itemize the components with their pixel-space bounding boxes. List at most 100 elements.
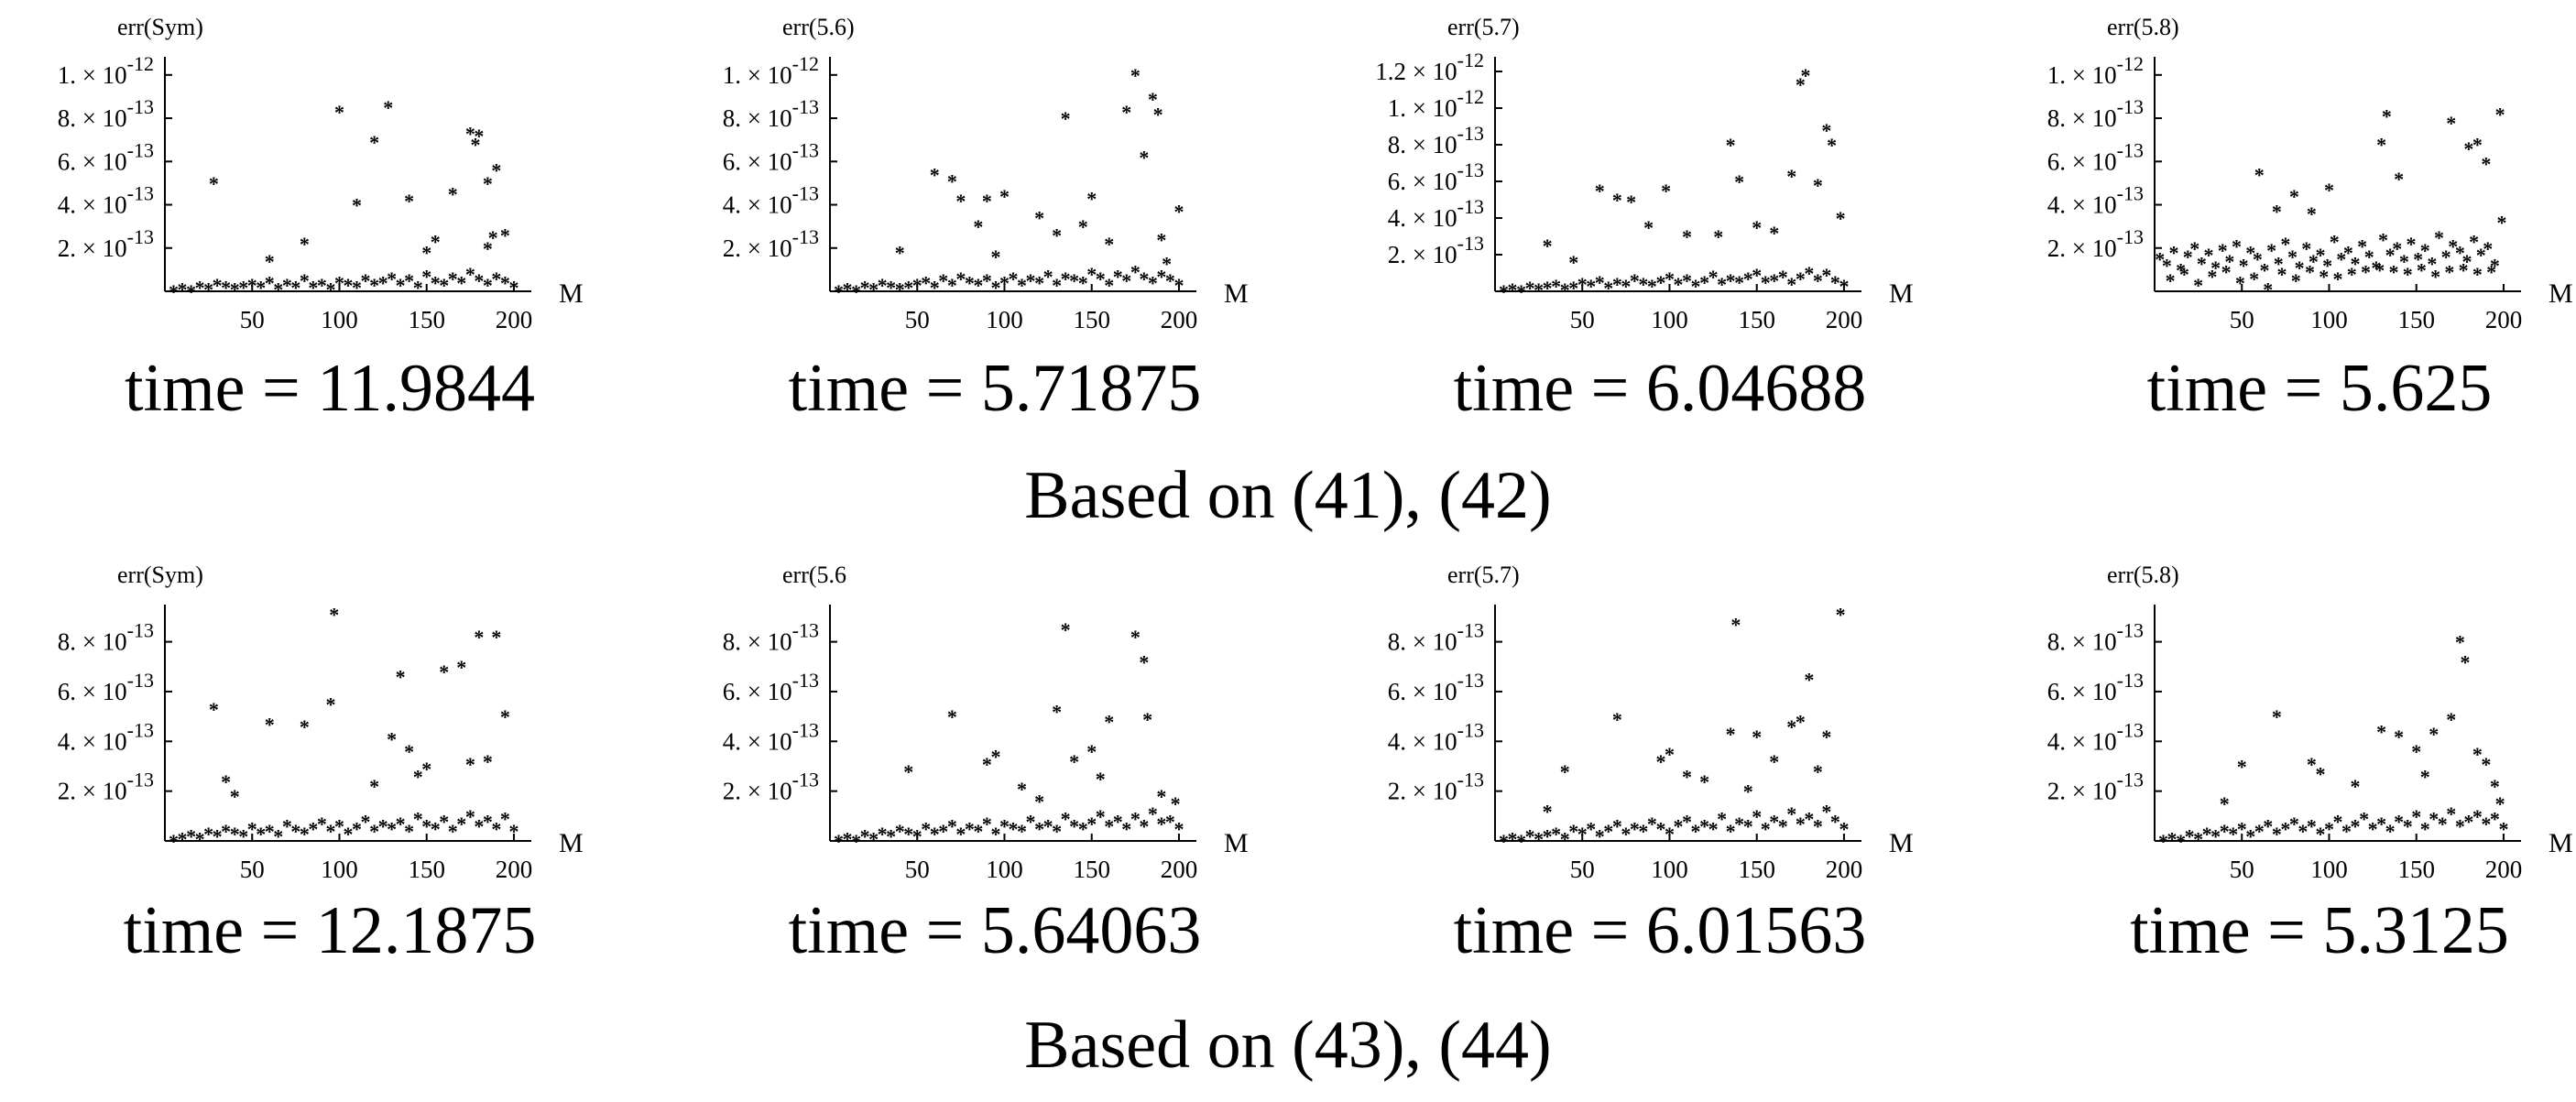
data-point: * xyxy=(2193,274,2203,297)
y-tick-label: 1. × 10-12 xyxy=(58,52,154,89)
data-point: * xyxy=(1121,269,1131,292)
data-point: * xyxy=(308,276,318,299)
data-point: * xyxy=(2461,650,2471,673)
data-point: * xyxy=(209,698,219,721)
x-tick-label: 200 xyxy=(1161,856,1198,883)
time-label: time = 5.71875 xyxy=(789,351,1202,426)
y-tick-exponent: -12 xyxy=(127,52,154,75)
x-tick-label: 100 xyxy=(321,856,358,883)
data-point: * xyxy=(912,274,922,297)
data-point: * xyxy=(2309,250,2319,273)
data-point: * xyxy=(2189,237,2199,260)
y-tick-times: × 10 xyxy=(1406,778,1457,805)
data-point: * xyxy=(290,820,300,843)
data-point: * xyxy=(1516,280,1526,303)
data-point: * xyxy=(404,820,414,843)
y-tick-label: 1.2 × 10-12 xyxy=(1375,49,1484,85)
data-point: * xyxy=(2403,815,2413,838)
data-point: * xyxy=(878,823,888,846)
data-point: * xyxy=(2307,202,2317,225)
data-point: * xyxy=(2254,820,2265,843)
y-tick-mantissa: 8. xyxy=(1388,131,1406,158)
data-point: * xyxy=(1026,269,1036,292)
y-tick-label: 4. × 10-13 xyxy=(58,718,154,755)
data-point: * xyxy=(1595,825,1605,848)
y-tick-mantissa: 4. xyxy=(723,727,741,755)
y-tick-times: × 10 xyxy=(76,628,127,656)
data-point: * xyxy=(1786,802,1796,825)
y-tick-times: × 10 xyxy=(1406,94,1457,122)
data-point: * xyxy=(2291,269,2301,292)
data-point: * xyxy=(868,827,879,850)
x-axis-label: M xyxy=(1889,278,1914,309)
data-point: * xyxy=(2388,261,2398,284)
y-tick-exponent: -13 xyxy=(1457,769,1484,791)
data-point: * xyxy=(1034,272,1044,295)
data-point: * xyxy=(2376,133,2386,156)
data-point: * xyxy=(1769,222,1779,245)
data-point: * xyxy=(1665,743,1675,766)
y-tick-exponent: -13 xyxy=(2117,669,2144,692)
data-point: * xyxy=(465,753,475,776)
data-point: * xyxy=(2315,244,2325,267)
y-tick-times: × 10 xyxy=(741,778,792,805)
data-point: * xyxy=(491,159,501,182)
data-point: * xyxy=(2210,825,2221,848)
y-tick-label: 2. × 10-13 xyxy=(1388,769,1484,805)
y-tick-exponent: -13 xyxy=(2117,225,2144,248)
data-point: * xyxy=(903,760,913,783)
x-axis-label: M xyxy=(559,278,584,309)
x-tick-label: 50 xyxy=(1570,856,1595,883)
data-point: * xyxy=(1621,275,1631,298)
data-point: * xyxy=(282,815,292,838)
data-point: * xyxy=(1017,274,1027,297)
y-tick-mantissa: 6. xyxy=(1388,678,1406,705)
data-point: * xyxy=(2176,830,2186,853)
y-tick-exponent: -12 xyxy=(792,52,819,75)
data-point: * xyxy=(1655,750,1665,773)
data-point: * xyxy=(221,820,231,843)
data-point: * xyxy=(238,825,248,848)
data-point: * xyxy=(483,750,493,773)
data-point: * xyxy=(1516,830,1526,853)
data-point: * xyxy=(843,827,853,850)
y-tick-times: × 10 xyxy=(76,778,127,805)
data-point: * xyxy=(2307,815,2317,838)
data-point: * xyxy=(2185,825,2195,848)
y-tick-exponent: -13 xyxy=(1457,669,1484,692)
data-point: * xyxy=(1786,715,1796,738)
y-tick-exponent: -13 xyxy=(127,718,154,741)
time-label: time = 6.01563 xyxy=(1454,893,1867,968)
data-point: * xyxy=(1612,189,1622,212)
y-tick-times: × 10 xyxy=(1406,727,1457,755)
data-point: * xyxy=(2289,813,2299,835)
time-label: time = 5.64063 xyxy=(789,893,1202,968)
data-point: * xyxy=(1682,225,1692,248)
data-point: * xyxy=(834,830,844,853)
data-point: * xyxy=(2420,765,2430,788)
x-tick-label: 150 xyxy=(408,306,445,333)
data-point: * xyxy=(1830,271,1840,294)
data-point: * xyxy=(369,131,379,154)
data-point: * xyxy=(1086,740,1097,763)
x-tick-label: 200 xyxy=(2485,856,2523,883)
data-point: * xyxy=(1674,815,1684,838)
data-point: * xyxy=(2280,817,2290,840)
y-tick-label: 6. × 10-13 xyxy=(1388,669,1484,705)
x-axis-label: M xyxy=(1224,278,1249,309)
x-tick-label: 50 xyxy=(1570,306,1595,333)
data-point: * xyxy=(1655,271,1665,294)
y-tick-label: 8. × 10-13 xyxy=(723,619,819,656)
x-tick-label: 50 xyxy=(905,856,930,883)
y-tick-label: 6. × 10-13 xyxy=(58,669,154,705)
data-point: * xyxy=(2266,239,2276,262)
data-point: * xyxy=(1665,267,1675,290)
data-point: * xyxy=(1560,760,1570,783)
data-point: * xyxy=(186,280,196,303)
data-point: * xyxy=(1069,815,1079,838)
data-point: * xyxy=(1061,267,1071,290)
data-point: * xyxy=(1034,817,1044,840)
data-point: * xyxy=(1121,101,1131,124)
